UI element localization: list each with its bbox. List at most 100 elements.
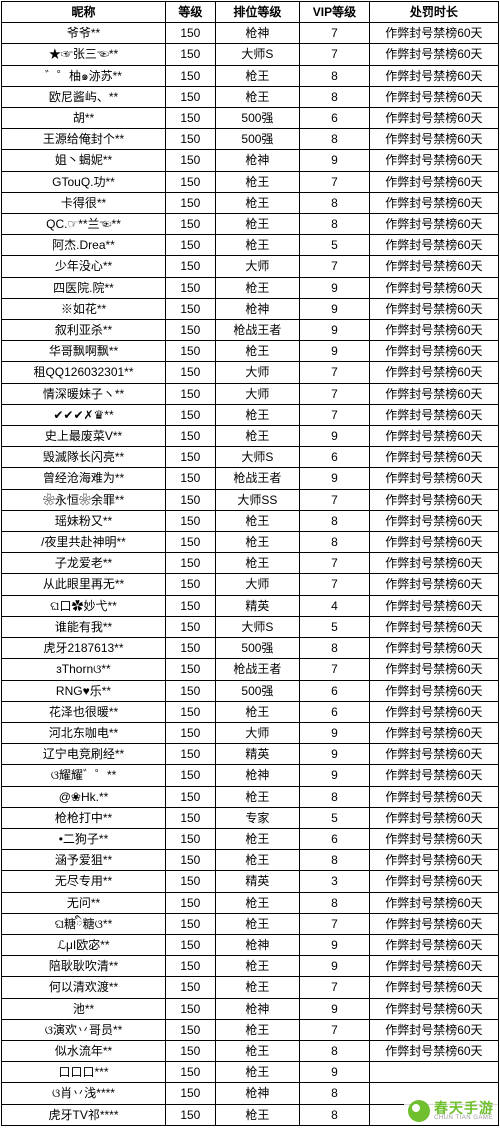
table-row: ℒμΙ欧宓**150枪神9作弊封号禁榜60天 xyxy=(2,934,499,955)
table-cell: 8 xyxy=(300,892,370,913)
table-cell: 150 xyxy=(166,871,216,892)
table-cell: 150 xyxy=(166,510,216,531)
table-cell: 作弊封号禁榜60天 xyxy=(369,65,498,86)
table-cell: 7 xyxy=(300,489,370,510)
table-cell: 150 xyxy=(166,701,216,722)
table-cell: 500强 xyxy=(215,638,299,659)
table-cell: ଓ耀耀゛゜** xyxy=(2,765,166,786)
table-cell: 7 xyxy=(300,383,370,404)
table-cell: 150 xyxy=(166,171,216,192)
table-cell: 似水流年** xyxy=(2,1040,166,1061)
table-cell: 150 xyxy=(166,616,216,637)
table-row: 四医院.院**150枪王9作弊封号禁榜60天 xyxy=(2,277,499,298)
table-cell: 7 xyxy=(300,171,370,192)
table-row: •二狗子**150枪王6作弊封号禁榜60天 xyxy=(2,828,499,849)
table-cell: 150 xyxy=(166,362,216,383)
table-cell: ❀永恒❀余罪** xyxy=(2,489,166,510)
table-cell: 150 xyxy=(166,1062,216,1083)
table-cell: 作弊封号禁榜60天 xyxy=(369,468,498,489)
table-row: 无尽专用**150精英3作弊封号禁榜60天 xyxy=(2,871,499,892)
column-header: 等级 xyxy=(166,2,216,23)
table-cell: 500强 xyxy=(215,680,299,701)
table-cell: 少年没心** xyxy=(2,256,166,277)
table-cell: 枪神 xyxy=(215,150,299,171)
table-cell: 作弊封号禁榜60天 xyxy=(369,108,498,129)
table-cell: 7 xyxy=(300,553,370,574)
table-cell: 7 xyxy=(300,23,370,44)
table-cell: 大师 xyxy=(215,722,299,743)
table-cell: 150 xyxy=(166,341,216,362)
table-cell: 8 xyxy=(300,510,370,531)
watermark-main: 春天手游 xyxy=(434,1101,494,1115)
table-cell: 枪王 xyxy=(215,426,299,447)
table-cell: 150 xyxy=(166,807,216,828)
table-cell: 大师 xyxy=(215,383,299,404)
table-cell: 9 xyxy=(300,765,370,786)
table-cell: 作弊封号禁榜60天 xyxy=(369,553,498,574)
table-row: 无问**150枪王8作弊封号禁榜60天 xyxy=(2,892,499,913)
table-cell: 8 xyxy=(300,86,370,107)
table-cell: 作弊封号禁榜60天 xyxy=(369,362,498,383)
table-cell: 枪神 xyxy=(215,298,299,319)
table-cell: ★☞张三☜** xyxy=(2,44,166,65)
table-cell: 500强 xyxy=(215,129,299,150)
table-cell: ଘ糖ི糖ଓ** xyxy=(2,913,166,934)
table-cell: GTouQ.功** xyxy=(2,171,166,192)
table-row: 从此眼里再无**150大师7作弊封号禁榜60天 xyxy=(2,574,499,595)
table-cell: 9 xyxy=(300,341,370,362)
table-cell: 精英 xyxy=(215,871,299,892)
table-cell: 情深暖妹子ヽ** xyxy=(2,383,166,404)
table-cell: 枪战王者 xyxy=(215,659,299,680)
table-cell: 150 xyxy=(166,108,216,129)
table-cell: 4 xyxy=(300,595,370,616)
table-cell: 8 xyxy=(300,1104,370,1125)
table-row: 叙利亚杀**150枪战王者9作弊封号禁榜60天 xyxy=(2,320,499,341)
table-cell: 作弊封号禁榜60天 xyxy=(369,44,498,65)
table-cell: 150 xyxy=(166,786,216,807)
table-cell: 枪枪打中** xyxy=(2,807,166,828)
table-cell: 枪王 xyxy=(215,277,299,298)
table-cell: 作弊封号禁榜60天 xyxy=(369,616,498,637)
table-cell: 7 xyxy=(300,44,370,65)
table-cell: 8 xyxy=(300,1083,370,1104)
table-cell: @❀Hk.** xyxy=(2,786,166,807)
table-cell: 作弊封号禁榜60天 xyxy=(369,744,498,765)
table-row: ଓ耀耀゛゜**150枪神9作弊封号禁榜60天 xyxy=(2,765,499,786)
table-cell: 作弊封号禁榜60天 xyxy=(369,1040,498,1061)
table-cell: 6 xyxy=(300,680,370,701)
table-cell: 姐丶蝎妮** xyxy=(2,150,166,171)
table-row: ★☞张三☜**150大师S7作弊封号禁榜60天 xyxy=(2,44,499,65)
table-cell: 枪神 xyxy=(215,998,299,1019)
table-row: ✔✔✔✗♛**150枪王7作弊封号禁榜60天 xyxy=(2,404,499,425)
table-cell: 8 xyxy=(300,192,370,213)
table-cell: ɜThornଓ** xyxy=(2,659,166,680)
table-cell: 作弊封号禁榜60天 xyxy=(369,214,498,235)
table-cell: 作弊封号禁榜60天 xyxy=(369,956,498,977)
table-cell: 9 xyxy=(300,426,370,447)
table-cell: 虎牙2187613** xyxy=(2,638,166,659)
table-row: 何以清欢渡**150枪王7作弊封号禁榜60天 xyxy=(2,977,499,998)
table-cell: 枪王 xyxy=(215,214,299,235)
table-cell: 150 xyxy=(166,956,216,977)
table-cell: 9 xyxy=(300,722,370,743)
table-cell: 作弊封号禁榜60天 xyxy=(369,129,498,150)
table-cell: 池** xyxy=(2,998,166,1019)
table-cell: 150 xyxy=(166,404,216,425)
table-row: RNG♥乐**150500强6作弊封号禁榜60天 xyxy=(2,680,499,701)
table-row: ɜThornଓ**150枪战王者7作弊封号禁榜60天 xyxy=(2,659,499,680)
table-cell: 毁滅隊长闪亮** xyxy=(2,447,166,468)
table-cell: 150 xyxy=(166,934,216,955)
table-cell: 150 xyxy=(166,595,216,616)
table-cell: 枪王 xyxy=(215,701,299,722)
table-cell: 枪神 xyxy=(215,934,299,955)
table-cell: 何以清欢渡** xyxy=(2,977,166,998)
table-row: 王源给俺封个**150500强8作弊封号禁榜60天 xyxy=(2,129,499,150)
table-row: 口口口***150枪王9 xyxy=(2,1062,499,1083)
table-cell: 枪神 xyxy=(215,1083,299,1104)
table-cell: 150 xyxy=(166,256,216,277)
table-row: 阿杰.Drea**150枪王5作弊封号禁榜60天 xyxy=(2,235,499,256)
table-cell: 大师 xyxy=(215,256,299,277)
table-cell: 无问** xyxy=(2,892,166,913)
table-cell: 枪王 xyxy=(215,171,299,192)
table-cell: 作弊封号禁榜60天 xyxy=(369,892,498,913)
